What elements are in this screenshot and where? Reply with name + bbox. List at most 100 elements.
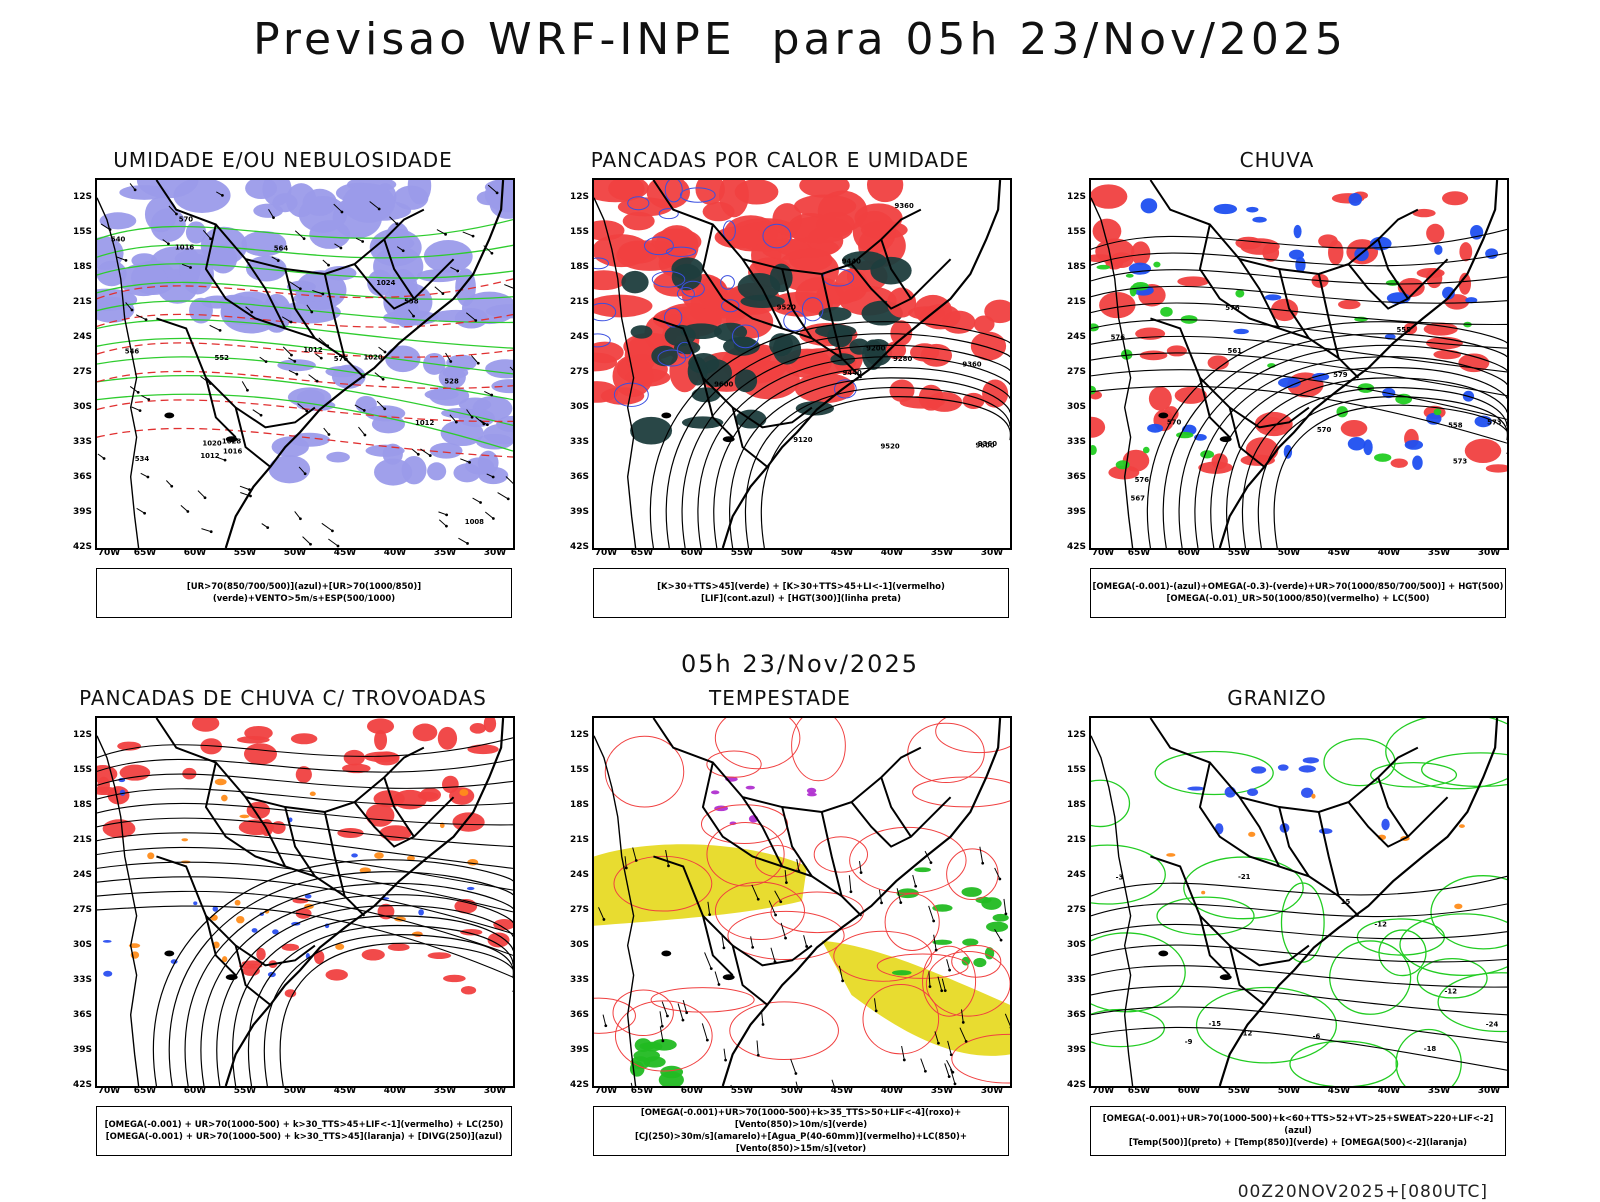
lat-label: 36S <box>60 1010 92 1020</box>
lat-label: 21S <box>557 297 589 307</box>
panel-title: PANCADAS POR CALOR E UMIDADE <box>545 148 1015 172</box>
panel-title: GRANIZO <box>1042 686 1512 710</box>
svg-text:558: 558 <box>404 297 419 305</box>
field-shading <box>97 718 499 841</box>
lat-label: 42S <box>1054 542 1086 552</box>
legend-line: [OMEGA(-0.001) + UR>70(1000-500) + k>30_… <box>105 1119 504 1131</box>
map-area <box>95 716 515 1088</box>
map-graphic: 9600960095209520944094409360928092009120… <box>594 180 1010 548</box>
svg-text:567: 567 <box>1131 495 1146 503</box>
svg-text:1016: 1016 <box>223 448 242 456</box>
contour-lines <box>1091 876 1507 1070</box>
lat-label: 12S <box>1054 192 1086 202</box>
svg-text:9360: 9360 <box>962 361 981 369</box>
svg-text:570: 570 <box>1317 426 1332 434</box>
map-graphic <box>594 718 1010 1086</box>
svg-text:561: 561 <box>1228 347 1243 355</box>
svg-text:-12: -12 <box>1445 988 1458 996</box>
lat-label: 15S <box>60 227 92 237</box>
panel-legend: [OMEGA(-0.001)+UR>70(1000-500)+k<60+TTS>… <box>1090 1106 1506 1156</box>
legend-line: [OMEGA(-0.001)+UR>70(1000-500)+k<60+TTS>… <box>1091 1113 1505 1137</box>
svg-text:1024: 1024 <box>376 279 395 287</box>
svg-text:-9: -9 <box>1185 1038 1193 1046</box>
lat-label: 30S <box>1054 940 1086 950</box>
field-shading <box>1187 757 1389 834</box>
legend-line: [CJ(250)>30m/s](amarelo)+[Agua_P(40-60mm… <box>594 1131 1008 1155</box>
lat-label: 24S <box>60 332 92 342</box>
svg-text:558: 558 <box>1448 421 1463 429</box>
jet-core <box>594 844 1010 1056</box>
svg-text:9360: 9360 <box>978 440 997 448</box>
lat-label: 15S <box>60 765 92 775</box>
field-shading <box>711 777 817 825</box>
lat-label: 21S <box>557 835 589 845</box>
lat-label: 36S <box>60 472 92 482</box>
lat-label: 21S <box>60 297 92 307</box>
map-area <box>592 716 1012 1088</box>
panel-legend: [OMEGA(-0.001)-(azul)+OMEGA(-0.3)-(verde… <box>1090 568 1506 618</box>
svg-text:564: 564 <box>274 244 289 252</box>
legend-line: [K>30+TTS>45](verde) + [K>30+TTS>45+LI<-… <box>657 581 945 593</box>
svg-text:9280: 9280 <box>893 355 912 363</box>
lat-label: 33S <box>1054 975 1086 985</box>
panel-legend: [OMEGA(-0.001) + UR>70(1000-500) + k>30_… <box>96 1106 512 1156</box>
lat-label: 42S <box>1054 1080 1086 1090</box>
temp850-contours <box>1091 718 1507 1086</box>
svg-text:9120: 9120 <box>793 436 812 444</box>
svg-text:1016: 1016 <box>175 244 194 252</box>
legend-line: [UR>70(850/700/500)](azul)+[UR>70(1000/8… <box>97 581 511 605</box>
lat-label: 12S <box>60 192 92 202</box>
lat-label: 39S <box>1054 507 1086 517</box>
lat-label: 24S <box>1054 332 1086 342</box>
svg-text:1020: 1020 <box>202 439 221 447</box>
lat-label: 24S <box>60 870 92 880</box>
lat-label: 12S <box>557 192 589 202</box>
lat-label: 30S <box>557 402 589 412</box>
legend-line: [Temp(500)](preto) + [Temp(850)](verde) … <box>1129 1137 1467 1149</box>
legend-line: [OMEGA(-0.001)-(azul)+OMEGA(-0.3)-(verde… <box>1093 581 1504 593</box>
lat-label: 18S <box>1054 800 1086 810</box>
lat-label: 21S <box>1054 297 1086 307</box>
lat-label: 18S <box>557 262 589 272</box>
lat-label: 18S <box>60 262 92 272</box>
legend-line: [OMEGA(-0.001)+UR>70(1000-500)+k>35_TTS>… <box>594 1107 1008 1131</box>
lat-label: 39S <box>60 507 92 517</box>
lat-label: 21S <box>1054 835 1086 845</box>
svg-text:9520: 9520 <box>880 442 899 450</box>
panel-legend: [UR>70(850/700/500)](azul)+[UR>70(1000/8… <box>96 568 512 618</box>
svg-text:9200: 9200 <box>866 344 885 352</box>
lat-label: 42S <box>557 1080 589 1090</box>
lat-label: 42S <box>557 542 589 552</box>
panel-legend: [OMEGA(-0.001)+UR>70(1000-500)+k>35_TTS>… <box>593 1106 1009 1156</box>
lat-label: 24S <box>557 332 589 342</box>
lat-label: 33S <box>557 975 589 985</box>
map-graphic <box>97 718 513 1086</box>
map-graphic: 1016101210081020102457057656455855254654… <box>97 180 513 548</box>
lat-label: 30S <box>60 402 92 412</box>
panel-title: PANCADAS DE CHUVA C/ TROVOADAS <box>48 686 518 710</box>
svg-text:552: 552 <box>215 354 230 362</box>
field-shading <box>630 1038 684 1086</box>
svg-text:1020: 1020 <box>363 354 382 362</box>
lat-label: 42S <box>60 542 92 552</box>
lat-label: 27S <box>60 367 92 377</box>
lat-label: 18S <box>60 800 92 810</box>
lat-label: 33S <box>60 975 92 985</box>
lat-label: 24S <box>1054 870 1086 880</box>
svg-text:1012: 1012 <box>415 419 434 427</box>
svg-text:579: 579 <box>1333 371 1348 379</box>
lat-label: 33S <box>60 437 92 447</box>
svg-text:9360: 9360 <box>895 202 914 210</box>
svg-text:-18: -18 <box>1424 1045 1437 1053</box>
lat-label: 39S <box>1054 1045 1086 1055</box>
